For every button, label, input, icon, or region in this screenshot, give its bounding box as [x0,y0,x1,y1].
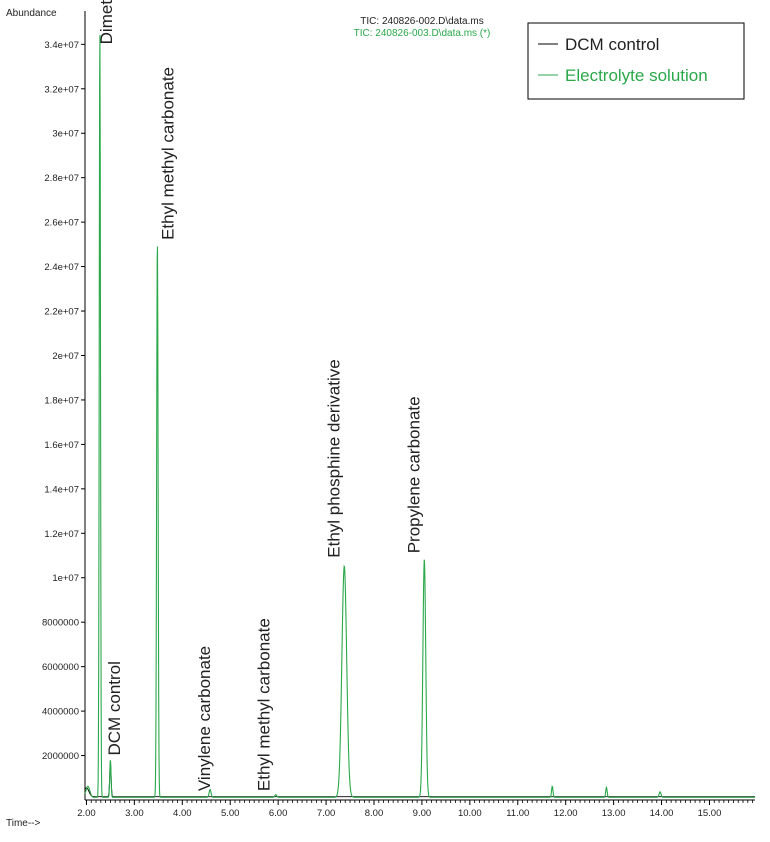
series-line-electrolyte-solution [84,34,755,798]
y-tick-label: 4000000 [42,707,79,718]
y-tick-label: 2.4e+07 [44,262,79,273]
y-tick-label: 2e+07 [52,351,79,362]
y-tick-label: 3.2e+07 [44,84,79,95]
x-tick-label: 2.00 [77,808,96,819]
legend: DCM control Electrolyte solution [527,22,745,100]
axes: 2000000 4000000 6000000 8000000 1e+07 1.2e+07… [42,11,755,819]
y-tick-label: 1.8e+07 [44,395,79,406]
series-line-dcm-control [84,762,755,798]
y-axis-title: Abundance [6,8,57,19]
y-tick-label: 3.4e+07 [44,40,79,51]
x-tick-label: 11.00 [506,808,529,819]
peak-annotation: Propylene carbonate [405,396,424,553]
x-tick-label: 4.00 [173,808,192,819]
series-lines [84,34,755,798]
y-tick-label: 2000000 [42,751,79,762]
x-tick-label: 5.00 [221,808,240,819]
legend-label-electrolyte: Electrolyte solution [565,66,708,85]
peak-annotation: Vinylene carbonate [195,646,214,791]
y-tick-label: 6000000 [42,662,79,673]
y-tick-label: 3e+07 [52,129,79,140]
y-tick-label: 1.6e+07 [44,440,79,451]
peak-annotation: Ethyl methyl carbonate [255,618,274,791]
x-tick-label: 15.00 [698,808,722,819]
legend-frame [527,22,745,100]
x-tick-label: 10.00 [458,808,482,819]
x-tick-label: 9.00 [413,808,432,819]
y-tick-label: 1.2e+07 [44,529,79,540]
x-tick-label: 13.00 [602,808,626,819]
x-tick-label: 14.00 [650,808,674,819]
y-tick-label: 2.8e+07 [44,173,79,184]
legend-label-dcm: DCM control [565,35,659,54]
y-tick-label: 2.2e+07 [44,307,79,318]
peak-labels: Dimethyl carbonate DCM control Ethyl methy… [97,0,424,791]
peak-annotation: DCM control [105,661,124,755]
file-name-1: TIC: 240826-002.D\data.ms [360,16,483,27]
y-tick-label: 1e+07 [52,573,79,584]
x-tick-label: 6.00 [269,808,288,819]
file-name-2: TIC: 240826-003.D\data.ms (*) [354,28,491,39]
x-tick-label: 7.00 [317,808,336,819]
peak-annotation: Ethyl phosphine derivative [324,359,343,557]
x-tick-label: 8.00 [365,808,384,819]
y-tick-label: 1.4e+07 [44,484,79,495]
x-tick-label: 12.00 [554,808,578,819]
peak-annotation: Ethyl methyl carbonate [159,67,178,240]
x-axis-title: Time--> [6,818,41,829]
y-tick-label: 2.6e+07 [44,218,79,229]
y-tick-label: 8000000 [42,618,79,629]
x-tick-label: 3.00 [125,808,144,819]
peak-annotation: Dimethyl carbonate [97,0,116,44]
